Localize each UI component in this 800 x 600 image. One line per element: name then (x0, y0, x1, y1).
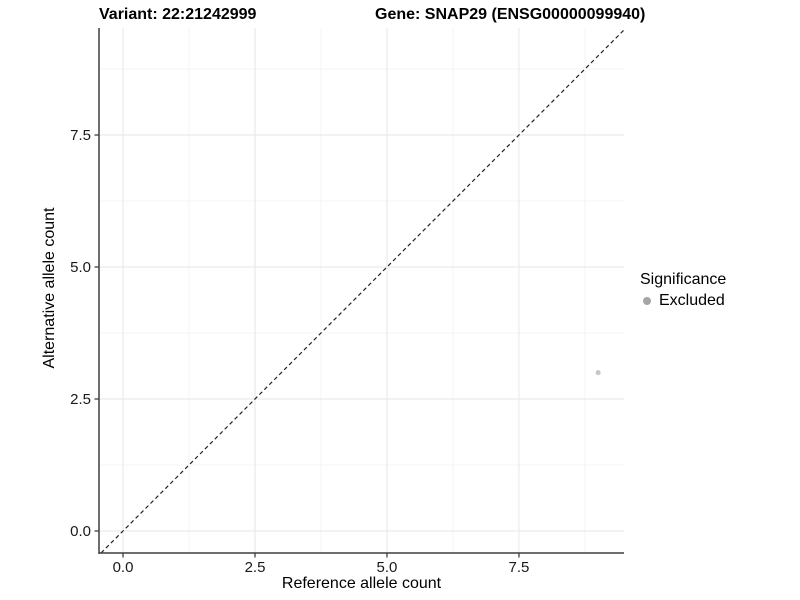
x-tick-label: 7.5 (509, 559, 530, 576)
y-tick-label: 7.5 (70, 127, 91, 144)
identity-line (100, 29, 625, 554)
data-point (595, 370, 601, 376)
legend-title: Significance (640, 271, 727, 288)
y-tick-label: 0.0 (70, 523, 91, 540)
gene-title: Gene: SNAP29 (ENSG00000099940) (375, 6, 646, 23)
y-tick-label: 5.0 (70, 259, 91, 276)
legend-entry-label: Excluded (659, 292, 725, 309)
dot-icon (643, 297, 651, 305)
legend: Significance Excluded (638, 270, 726, 310)
x-tick-label: 0.0 (113, 559, 134, 576)
x-axis-title: Reference allele count (281, 575, 442, 592)
y-tick-label: 2.5 (70, 391, 91, 408)
y-axis-title: Alternative allele count (41, 207, 58, 369)
legend-entry-excluded: Excluded (643, 292, 726, 310)
x-tick-label: 5.0 (377, 559, 398, 576)
variant-title: Variant: 22:21242999 (99, 6, 257, 23)
x-tick-label: 2.5 (245, 559, 266, 576)
